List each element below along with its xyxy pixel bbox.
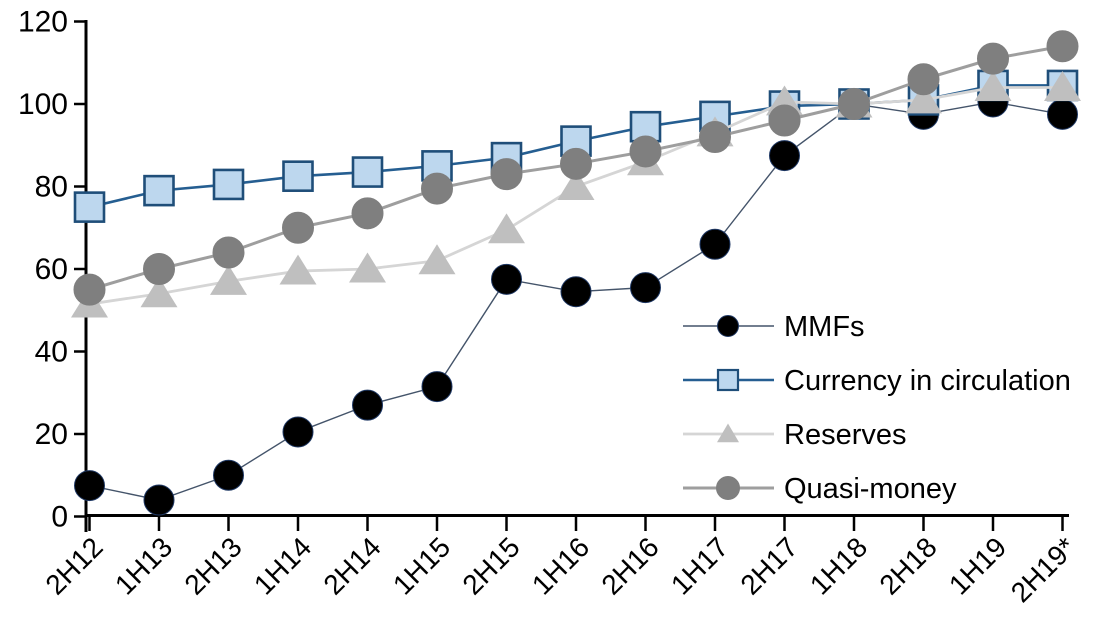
x-axis-tick-label: 2H17 <box>734 531 803 600</box>
marker-square-currency-in-circulation <box>212 168 245 201</box>
marker-circle-quasi-money <box>699 121 731 153</box>
marker-triangle-reserves <box>349 252 386 283</box>
x-axis-tick-label: 2H13 <box>178 531 247 600</box>
y-axis-tick-label: 20 <box>35 418 68 451</box>
marker-circle-quasi-money <box>212 236 245 269</box>
marker-triangle-reserves <box>905 83 942 114</box>
x-axis-tick-label: 2H14 <box>317 531 386 600</box>
x-axis-tick-label: 2H16 <box>595 531 664 600</box>
marker-circle-quasi-money <box>629 135 662 168</box>
x-axis-tick-label: 2H18 <box>873 531 942 600</box>
legend-label: Quasi-money <box>784 473 957 505</box>
marker-circle-mmfs <box>1047 98 1078 130</box>
x-axis-tick-label: 2H12 <box>39 531 108 600</box>
legend-marker-circle <box>717 315 739 337</box>
marker-circle-mmfs <box>491 263 522 295</box>
legend-item-mmfs: MMFs <box>683 311 865 343</box>
marker-circle-quasi-money <box>73 273 106 306</box>
marker-circle-quasi-money <box>560 147 592 180</box>
marker-circle-mmfs <box>699 228 731 260</box>
marker-circle-quasi-money <box>421 172 453 205</box>
legend-marker-square <box>716 368 740 392</box>
marker-circle-quasi-money <box>1046 30 1079 63</box>
marker-triangle-reserves <box>279 254 317 285</box>
marker-circle-quasi-money <box>768 104 801 137</box>
marker-triangle-reserves <box>557 170 595 200</box>
marker-circle-mmfs <box>74 470 105 502</box>
x-axis-tick-label: 1H19 <box>943 531 1012 600</box>
marker-triangle-reserves <box>974 71 1012 101</box>
marker-triangle-reserves <box>140 277 178 308</box>
marker-square-currency-in-circulation <box>282 160 314 192</box>
marker-circle-mmfs <box>282 416 314 448</box>
marker-circle-quasi-money <box>143 253 175 285</box>
y-axis-tick-label: 100 <box>18 88 68 121</box>
x-axis-tick-label: 1H16 <box>526 531 595 600</box>
x-axis-tick-label: 1H15 <box>387 531 456 600</box>
marker-circle-quasi-money <box>490 158 523 191</box>
marker-circle-mmfs <box>769 140 800 172</box>
marker-square-currency-in-circulation <box>73 191 106 223</box>
legend-label: Reserves <box>784 419 907 451</box>
legend-item-currency-in-circulation: Currency in circulation <box>683 365 1071 397</box>
x-axis-tick-label: 1H14 <box>248 531 317 600</box>
x-axis-tick-label: 1H18 <box>804 531 873 600</box>
marker-square-currency-in-circulation <box>351 156 384 188</box>
marker-circle-quasi-money <box>838 88 870 120</box>
legend-item-reserves: Reserves <box>683 419 907 451</box>
marker-circle-quasi-money <box>907 63 940 96</box>
marker-triangle-reserves <box>210 264 247 295</box>
marker-triangle-reserves <box>488 213 525 244</box>
marker-square-currency-in-circulation <box>143 174 175 207</box>
marker-circle-mmfs <box>213 459 244 491</box>
legend-marker-triangle <box>717 423 739 443</box>
marker-circle-mmfs <box>630 272 661 304</box>
y-axis-tick-label: 40 <box>35 336 68 369</box>
marker-circle-quasi-money <box>351 197 384 230</box>
marker-circle-mmfs <box>421 371 453 403</box>
marker-circle-mmfs <box>352 389 383 421</box>
y-axis-tick-label: 60 <box>35 253 68 286</box>
x-axis-tick-label: 2H19* <box>1005 531 1082 608</box>
marker-triangle-reserves <box>418 244 456 275</box>
marker-circle-quasi-money <box>977 42 1009 75</box>
x-axis-tick-label: 1H17 <box>665 531 734 600</box>
marker-triangle-reserves <box>1044 71 1081 101</box>
legend-label: MMFs <box>784 311 865 343</box>
legend-item-quasi-money: Quasi-money <box>683 473 957 505</box>
marker-circle-mmfs <box>560 276 592 308</box>
legend-marker-circle <box>716 476 740 500</box>
y-axis-tick-label: 120 <box>18 6 68 39</box>
x-axis-tick-label: 2H15 <box>456 531 525 600</box>
marker-circle-mmfs <box>143 484 175 516</box>
y-axis-tick-label: 0 <box>51 501 68 534</box>
legend-label: Currency in circulation <box>784 365 1071 397</box>
marker-circle-quasi-money <box>282 211 314 244</box>
x-axis-tick-label: 1H13 <box>109 531 178 600</box>
y-axis-tick-label: 80 <box>35 171 68 204</box>
